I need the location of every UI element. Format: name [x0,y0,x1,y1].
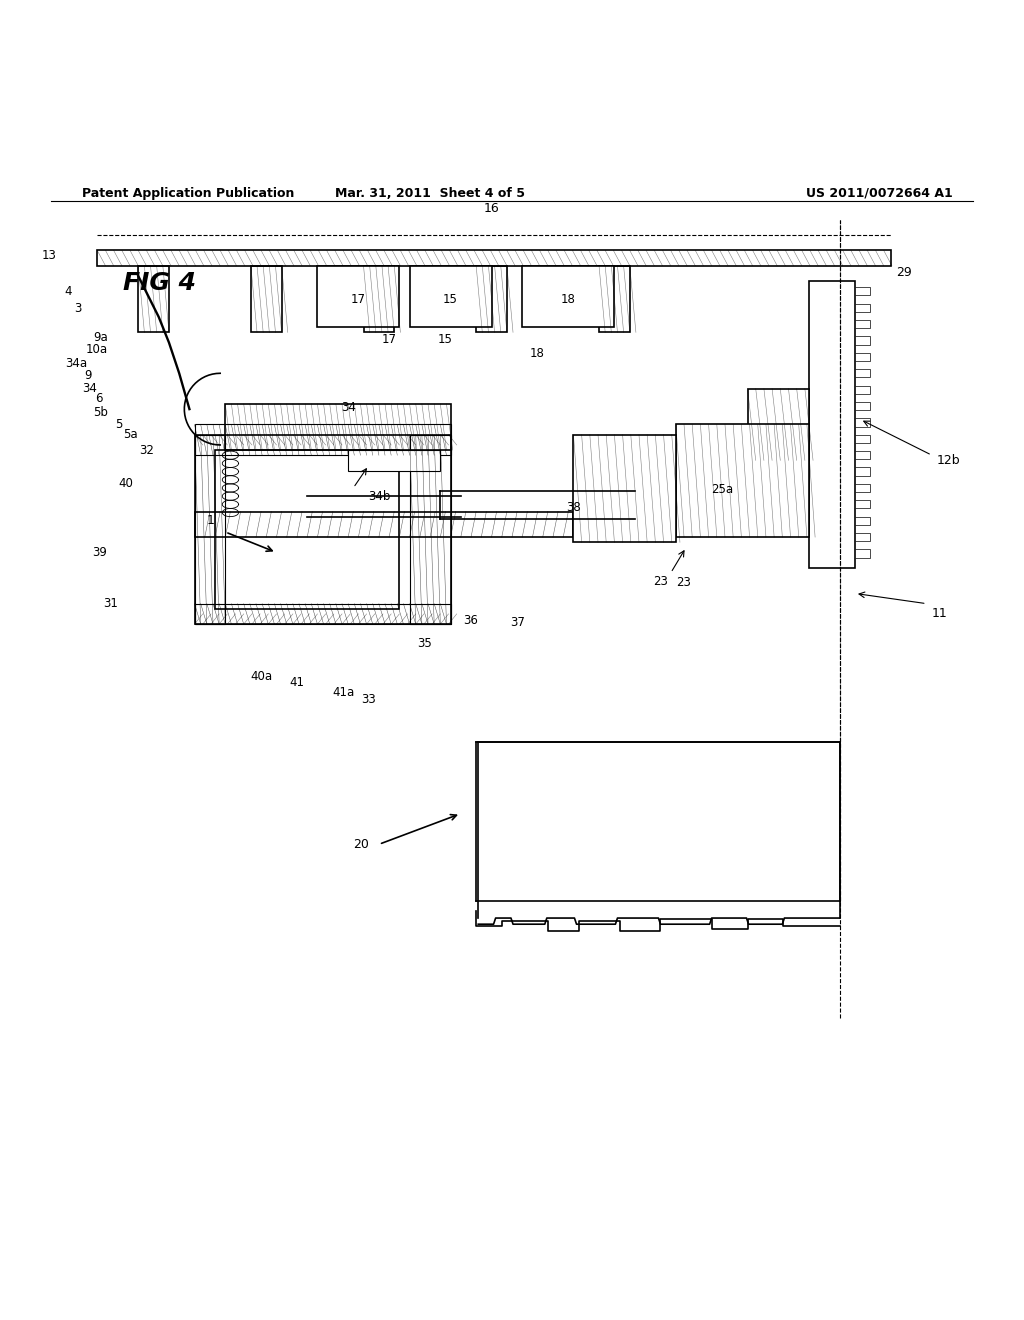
Bar [225,404,451,450]
Text: 37: 37 [510,616,524,630]
Text: 40: 40 [118,478,133,490]
Bar [855,484,870,492]
Text: 9a: 9a [93,331,108,345]
Bar [855,288,870,296]
Bar [410,265,492,327]
Bar [855,304,870,312]
Bar [195,425,451,455]
Text: 5b: 5b [92,405,108,418]
Bar [855,451,870,459]
Bar [748,388,809,461]
Bar [855,467,870,475]
Text: Patent Application Publication: Patent Application Publication [82,187,294,199]
Text: 36: 36 [464,614,478,627]
Bar [855,370,870,378]
Text: 4: 4 [65,285,72,298]
Text: 12b: 12b [937,454,961,467]
Text: 16: 16 [483,202,500,215]
Text: 15: 15 [443,293,458,306]
Bar [476,265,507,333]
Text: 20: 20 [352,838,369,851]
Bar [599,265,630,333]
Text: 32: 32 [138,444,154,457]
Text: FIG 4: FIG 4 [123,271,196,294]
Bar [855,352,870,360]
Text: 35: 35 [418,636,432,649]
Text: 11: 11 [932,607,947,620]
Text: 31: 31 [102,597,118,610]
Text: 34: 34 [82,383,97,395]
Text: US 2011/0072664 A1: US 2011/0072664 A1 [806,187,952,199]
Text: 41: 41 [290,676,304,689]
Bar [855,385,870,393]
Bar [97,251,891,265]
Text: 23: 23 [653,576,668,589]
Bar [317,265,399,327]
Text: 38: 38 [566,500,581,513]
Bar [855,516,870,525]
Bar [195,603,451,624]
Text: 23: 23 [676,576,691,589]
Bar [855,434,870,444]
Text: 39: 39 [92,546,108,558]
Text: 5a: 5a [124,428,138,441]
Bar [251,265,282,333]
Bar [195,434,451,624]
Text: 34a: 34a [65,356,87,370]
Text: 13: 13 [41,249,56,261]
Bar [573,434,676,543]
Text: 6: 6 [95,392,102,405]
Bar [809,281,855,568]
Bar [855,319,870,329]
Text: 34b: 34b [368,490,390,503]
Bar [855,418,870,426]
Bar [138,265,169,333]
Bar [522,265,614,327]
Bar [195,512,573,537]
Text: 29: 29 [896,267,911,280]
Text: 15: 15 [438,333,453,346]
Bar [855,337,870,345]
Text: 18: 18 [561,293,575,306]
Text: 33: 33 [361,693,376,706]
Bar [410,434,451,624]
Text: 10a: 10a [85,343,108,356]
Bar [855,500,870,508]
Bar [215,450,399,609]
Bar [855,403,870,411]
Text: 17: 17 [351,293,366,306]
Bar [855,533,870,541]
Text: 41a: 41a [332,686,354,698]
Bar [676,425,809,537]
Bar [348,450,440,470]
Text: 40a: 40a [250,669,272,682]
Bar [195,434,225,624]
Text: 25a: 25a [711,483,733,496]
Text: 17: 17 [382,333,396,346]
Bar [364,265,394,333]
Text: 1: 1 [207,513,215,527]
Text: 18: 18 [530,347,545,360]
Text: 34: 34 [341,401,355,414]
Text: Mar. 31, 2011  Sheet 4 of 5: Mar. 31, 2011 Sheet 4 of 5 [335,187,525,199]
Bar [855,549,870,557]
Text: 5: 5 [116,418,123,430]
Text: 3: 3 [75,302,82,315]
Text: 9: 9 [85,368,92,381]
